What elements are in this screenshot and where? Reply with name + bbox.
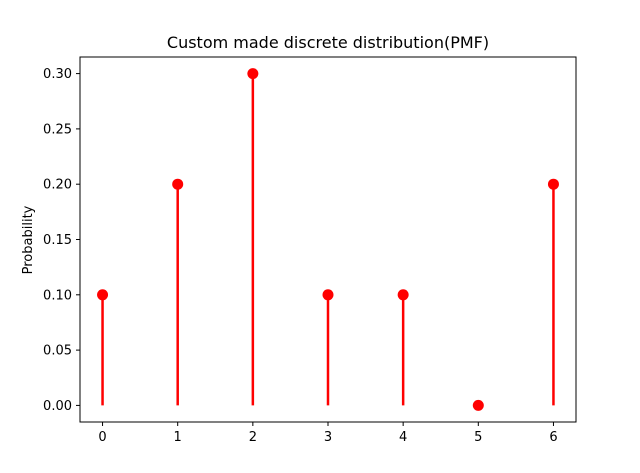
stem-marker <box>547 178 559 190</box>
y-tick-label: 0.10 <box>43 288 72 303</box>
stem-marker <box>397 289 409 301</box>
x-tick-label: 1 <box>174 430 182 445</box>
y-axis-label: Probability <box>21 205 36 274</box>
stem-marker <box>247 68 259 80</box>
x-tick-label: 6 <box>549 430 557 445</box>
chart-title: Custom made discrete distribution(PMF) <box>167 33 489 52</box>
x-tick-label: 2 <box>249 430 257 445</box>
y-tick-label: 0.25 <box>43 122 72 137</box>
y-tick-label: 0.15 <box>43 233 72 248</box>
y-tick-label: 0.20 <box>43 178 72 193</box>
x-tick-label: 0 <box>98 430 106 445</box>
stem-marker <box>97 289 109 301</box>
stem-marker <box>172 178 184 190</box>
y-tick-label: 0.00 <box>43 399 72 414</box>
y-tick-label: 0.05 <box>43 344 72 359</box>
stem-marker <box>472 399 484 411</box>
y-tick-label: 0.30 <box>43 67 72 82</box>
x-tick-label: 4 <box>399 430 407 445</box>
x-tick-label: 5 <box>474 430 482 445</box>
stem-marker <box>322 289 334 301</box>
y-axis: 0.00 0.05 0.10 0.15 0.20 0.25 0.30 <box>43 67 80 414</box>
x-tick-label: 3 <box>324 430 332 445</box>
stem-series <box>97 68 559 411</box>
x-axis: 0 1 2 3 4 5 6 <box>98 422 558 445</box>
